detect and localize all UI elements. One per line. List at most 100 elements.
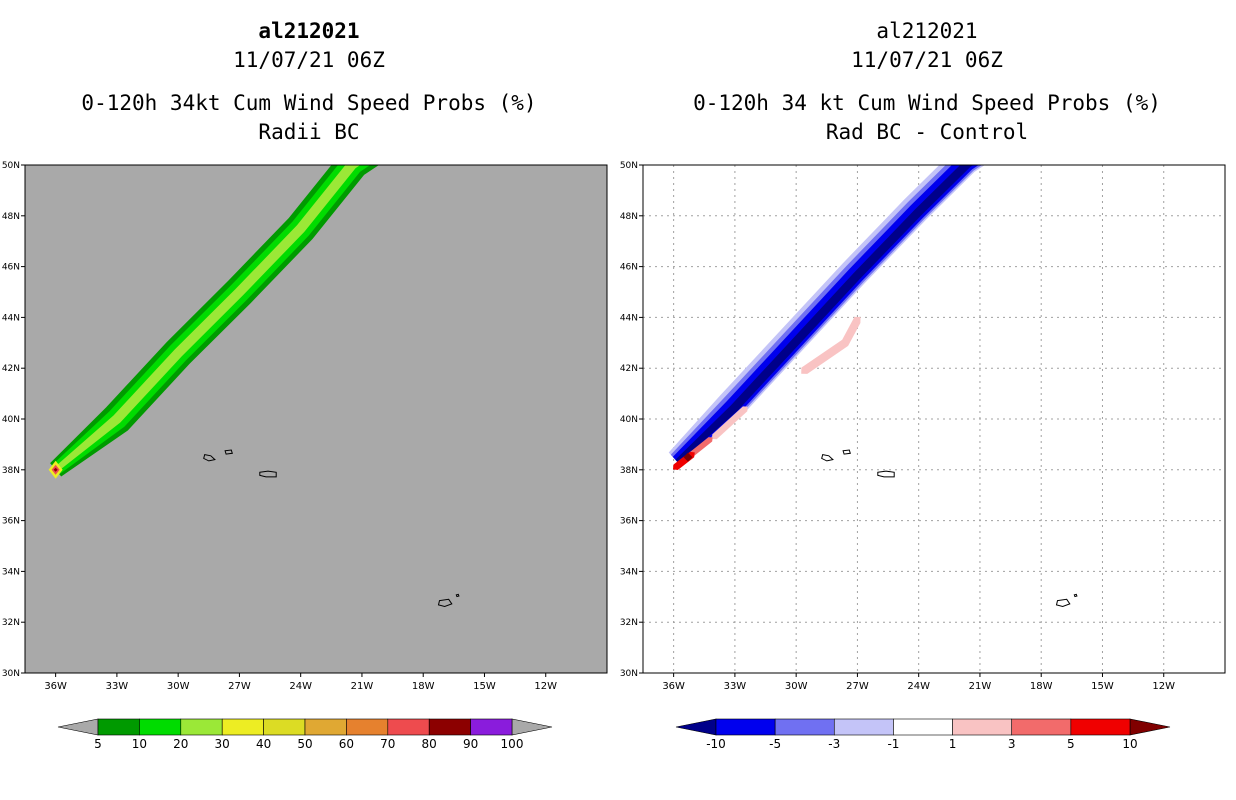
colorbar-extend-low xyxy=(675,718,717,736)
left-colorbar: 5 10 20 30 40 50 60 70 80 90 100 xyxy=(57,718,553,751)
y-tick-label: 42N xyxy=(620,364,638,374)
x-tick-label: 12W xyxy=(1152,681,1175,692)
colorbar-label: 30 xyxy=(215,737,230,751)
max-point-core xyxy=(53,467,58,472)
colorbar-extend-high xyxy=(1129,718,1171,736)
colorbar-segment xyxy=(139,718,182,736)
y-tick-label: 48N xyxy=(2,212,20,222)
left-chart-subtitle: Radii BC xyxy=(258,120,360,144)
y-tick-label: 30N xyxy=(2,669,20,679)
colorbar-label: 100 xyxy=(501,737,524,751)
colorbar-segment xyxy=(715,718,776,736)
x-tick-label: 24W xyxy=(289,681,312,692)
colorbar-segment xyxy=(263,718,306,736)
y-tick-label: 34N xyxy=(620,567,638,577)
azores-sao-miguel-coastline xyxy=(877,470,895,478)
x-tick-label: 21W xyxy=(969,681,992,692)
y-tick-label: 50N xyxy=(620,161,638,171)
right-difference-map: 36W 33W 30W 27W 24W 21W 18W 15W 12W 30N 32N 34N 36N 3… xyxy=(620,161,1226,692)
azores-central-coastline xyxy=(842,449,851,455)
positive-patch-4 xyxy=(683,452,693,462)
x-tick-label: 36W xyxy=(44,681,67,692)
x-tick-label: 33W xyxy=(724,681,747,692)
colorbar-segment xyxy=(346,718,389,736)
diff-band-3 xyxy=(675,165,974,464)
colorbar-segment xyxy=(893,718,953,736)
colorbar-label: 10 xyxy=(132,737,147,751)
azores-flores-corvo-coastline xyxy=(821,454,834,462)
colorbar-segment xyxy=(428,718,471,736)
colorbar-segment xyxy=(387,718,430,736)
azores-sao-miguel-coastline xyxy=(259,470,277,478)
x-tick-label: 12W xyxy=(534,681,557,692)
x-tick-label: 30W xyxy=(785,681,808,692)
x-tick-label: 33W xyxy=(106,681,129,692)
colorbar-label: -1 xyxy=(887,737,899,751)
colorbar-label: -3 xyxy=(828,737,840,751)
x-tick-label: 15W xyxy=(473,681,496,692)
y-tick-label: 36N xyxy=(2,517,20,527)
y-tick-label: 40N xyxy=(2,415,20,425)
swath-band-20 xyxy=(53,165,361,472)
left-storm-id: al212021 xyxy=(258,19,360,43)
left-chart-title: 0-120h 34kt Cum Wind Speed Probs (%) xyxy=(81,91,537,115)
y-tick-label: 48N xyxy=(620,212,638,222)
x-tick-label: 24W xyxy=(907,681,930,692)
y-tick-label: 46N xyxy=(2,263,20,273)
coastlines xyxy=(821,449,1078,608)
y-tick-label: 38N xyxy=(620,466,638,476)
coastlines xyxy=(203,449,460,608)
azores-central-coastline xyxy=(224,449,233,455)
colorbar-segment xyxy=(97,718,140,736)
y-tick-label: 42N xyxy=(2,364,20,374)
colorbar-segment xyxy=(833,718,894,736)
colorbar-label: -10 xyxy=(706,737,726,751)
colorbar-label: 70 xyxy=(380,737,395,751)
x-tick-label: 27W xyxy=(228,681,251,692)
plot-frame xyxy=(24,164,608,674)
x-tick-label: 27W xyxy=(846,681,869,692)
x-tick-label: 18W xyxy=(1030,681,1053,692)
y-tick-label: 40N xyxy=(620,415,638,425)
y-tick-label: 32N xyxy=(2,618,20,628)
porto-santo-coastline xyxy=(1073,593,1078,598)
positive-patch-0 xyxy=(801,316,861,374)
right-datetime: 11/07/21 06Z xyxy=(851,48,1003,72)
colorbar-segment xyxy=(304,718,347,736)
colorbar-extend-low xyxy=(57,718,99,736)
colorbar-label: 40 xyxy=(256,737,271,751)
right-chart-subtitle: Rad BC - Control xyxy=(825,120,1029,144)
y-tick-label: 38N xyxy=(2,466,20,476)
y-tick-label: 36N xyxy=(620,517,638,527)
colorbar-label: 3 xyxy=(1008,737,1016,751)
y-tick-label: 44N xyxy=(2,313,20,323)
colorbar-segment xyxy=(1070,718,1131,736)
plot-frame xyxy=(642,164,1226,674)
colorbar-label: 5 xyxy=(94,737,102,751)
y-tick-label: 44N xyxy=(620,313,638,323)
y-tick-label: 30N xyxy=(620,669,638,679)
left-probability-map: 36W 33W 30W 27W 24W 21W 18W 15W 12W 30N 32N 34N 36N 3… xyxy=(2,161,608,692)
colorbar-segment xyxy=(1011,718,1072,736)
y-tick-label: 50N xyxy=(2,161,20,171)
colorbar-segment xyxy=(774,718,835,736)
x-tick-label: 18W xyxy=(412,681,435,692)
x-tick-label: 21W xyxy=(351,681,374,692)
colorbar-extend-high xyxy=(511,718,553,736)
colorbar-label: 20 xyxy=(173,737,188,751)
madeira-coastline xyxy=(1055,598,1071,608)
colorbar-label: 50 xyxy=(297,737,312,751)
colorbar-label: 5 xyxy=(1067,737,1075,751)
azores-flores-corvo-coastline xyxy=(203,454,216,462)
colorbar-segment xyxy=(180,718,223,736)
colorbar-segment xyxy=(470,718,513,736)
colorbar-label: 80 xyxy=(422,737,437,751)
x-tick-label: 15W xyxy=(1091,681,1114,692)
colorbar-label: 10 xyxy=(1122,737,1137,751)
colorbar-label: 60 xyxy=(339,737,354,751)
y-tick-label: 46N xyxy=(620,263,638,273)
colorbar-label: 90 xyxy=(463,737,478,751)
x-tick-label: 36W xyxy=(662,681,685,692)
right-colorbar: -10 -5 -3 -1 1 3 5 10 xyxy=(675,718,1171,751)
